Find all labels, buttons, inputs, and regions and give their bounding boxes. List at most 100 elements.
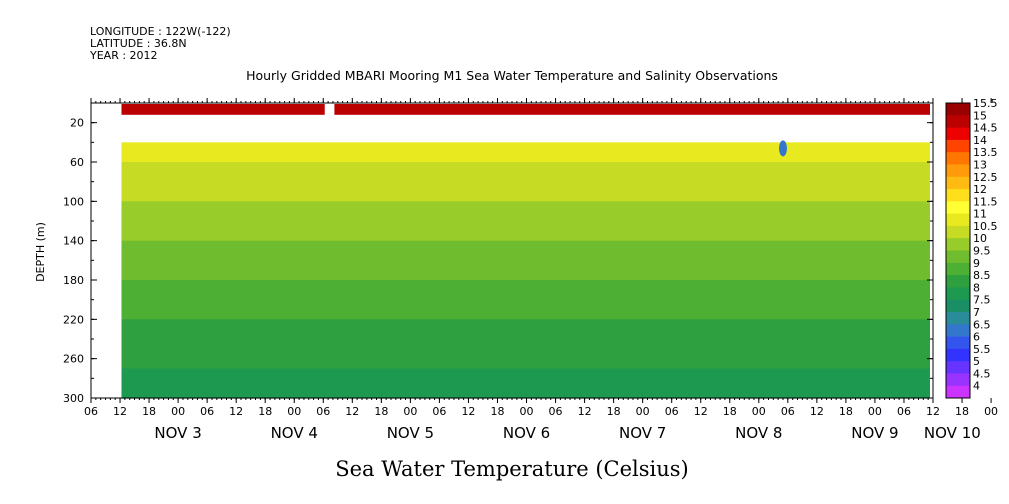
x-tick-label: 18 <box>142 405 156 418</box>
depth-band <box>121 152 930 158</box>
depth-band <box>121 157 930 163</box>
x-day-label: NOV 10 <box>924 424 981 442</box>
depth-band <box>121 378 930 384</box>
x-tick-label: 06 <box>897 405 911 418</box>
surface-band <box>121 103 325 115</box>
x-day-label: NOV 9 <box>851 424 898 442</box>
colorbar-label: 12 <box>973 183 987 196</box>
x-tick-label: 12 <box>229 405 243 418</box>
depth-band <box>121 147 930 153</box>
depth-band <box>121 245 930 252</box>
colorbar-label: 4 <box>973 380 980 393</box>
colorbar-swatch <box>946 176 970 190</box>
depth-band <box>121 216 930 222</box>
x-day-label: NOV 4 <box>271 424 318 442</box>
colorbar-label: 10.5 <box>973 220 998 233</box>
depth-band <box>121 211 930 217</box>
colorbar-swatch <box>946 139 970 153</box>
depth-band <box>121 358 930 365</box>
depth-band <box>121 294 930 301</box>
depth-band <box>121 240 930 247</box>
depth-band <box>121 265 930 271</box>
colorbar-swatch <box>946 262 970 276</box>
y-axis-label: DEPTH (m) <box>34 222 47 282</box>
x-tick-label: 18 <box>955 405 969 418</box>
depth-band <box>121 353 930 360</box>
x-tick-label: 06 <box>84 405 98 418</box>
depth-band <box>121 373 930 379</box>
colorbar-label: 8 <box>973 281 980 294</box>
depth-band <box>121 196 930 202</box>
colorbar-swatch <box>946 189 970 202</box>
depth-band <box>121 250 930 257</box>
x-tick-label: 18 <box>607 405 621 418</box>
depth-band <box>121 348 930 355</box>
depth-band <box>121 368 930 375</box>
x-tick-label: 18 <box>258 405 272 418</box>
x-tick-label: 12 <box>461 405 475 418</box>
depth-band <box>121 235 930 242</box>
colorbar: 15.51514.51413.51312.51211.51110.5109.59… <box>945 97 998 399</box>
colorbar-label: 5.5 <box>973 343 991 356</box>
depth-band <box>121 339 930 345</box>
depth-band <box>121 142 930 148</box>
x-day-label: NOV 6 <box>503 424 550 442</box>
colorbar-swatch <box>946 373 970 387</box>
x-day-label: NOV 7 <box>619 424 666 442</box>
x-tick-label: 00 <box>984 405 998 418</box>
x-tick-label: 18 <box>374 405 388 418</box>
colorbar-swatch <box>946 311 970 325</box>
x-tick-label: 06 <box>200 405 214 418</box>
depth-band <box>121 186 930 193</box>
colorbar-label: 4.5 <box>973 367 991 380</box>
cold-anomaly <box>778 140 787 157</box>
x-day-label: NOV 5 <box>387 424 434 442</box>
depth-band <box>121 343 930 350</box>
depth-band <box>121 334 930 340</box>
colorbar-label: 11.5 <box>973 195 998 208</box>
x-tick-label: 06 <box>549 405 563 418</box>
colorbar-swatch <box>946 238 970 251</box>
colorbar-label: 6.5 <box>973 318 991 331</box>
x-tick-label: 12 <box>926 405 940 418</box>
depth-band <box>121 388 930 394</box>
colorbar-swatch <box>946 225 970 239</box>
x-tick-label: 06 <box>316 405 330 418</box>
colorbar-swatch <box>946 250 970 264</box>
year-label: YEAR : 2012 <box>89 49 158 62</box>
depth-band <box>121 284 930 291</box>
colorbar-swatch <box>946 127 970 141</box>
x-tick-label: 12 <box>810 405 824 418</box>
depth-band <box>121 206 930 212</box>
depth-band <box>121 221 930 227</box>
colorbar-label: 11 <box>973 208 987 221</box>
depth-band <box>121 289 930 296</box>
y-tick-label: 220 <box>63 313 84 326</box>
depth-band <box>121 299 930 306</box>
colorbar-swatch <box>946 103 970 116</box>
colorbar-swatch <box>946 385 970 399</box>
depth-band <box>121 166 930 173</box>
x-tick-label: 18 <box>839 405 853 418</box>
depth-band <box>121 314 930 320</box>
colorbar-swatch <box>946 287 970 301</box>
colorbar-swatch <box>946 164 970 178</box>
y-tick-label: 100 <box>63 195 84 208</box>
x-tick-label: 12 <box>113 405 127 418</box>
depth-band <box>121 319 930 325</box>
longitude-label: LONGITUDE : 122W(-122) <box>90 25 231 38</box>
colorbar-label: 7 <box>973 306 980 319</box>
colorbar-label: 12.5 <box>973 171 998 184</box>
depth-band <box>121 304 930 311</box>
colorbar-frame <box>945 102 971 399</box>
y-tick-label: 260 <box>63 353 84 366</box>
colorbar-swatch <box>946 201 970 215</box>
depth-band <box>121 393 930 399</box>
colorbar-label: 15.5 <box>973 97 998 110</box>
depth-band <box>121 171 930 178</box>
x-tick-label: 00 <box>287 405 301 418</box>
depth-band <box>121 260 930 266</box>
x-tick-label: 00 <box>752 405 766 418</box>
depth-band <box>121 324 930 330</box>
x-tick-label: 00 <box>171 405 185 418</box>
